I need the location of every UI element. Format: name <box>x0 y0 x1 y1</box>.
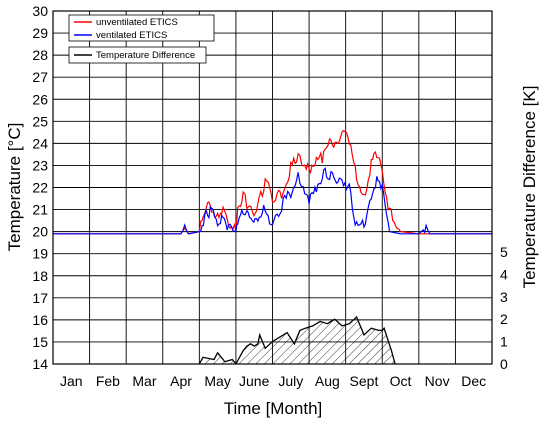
y-tick-label: 25 <box>32 113 48 129</box>
y2-tick-label: 0 <box>500 356 508 372</box>
y-axis-title: Temperature [°C] <box>5 123 24 252</box>
y-tick-label: 19 <box>32 246 48 262</box>
x-tick-label: July <box>278 373 303 389</box>
legend-box-bottom <box>68 46 207 64</box>
legend-label-unventilated: unventilated ETICS <box>96 17 178 28</box>
y2-tick-label: 4 <box>500 266 508 282</box>
y-tick-label: 15 <box>32 334 48 350</box>
y-tick-label: 14 <box>32 356 48 372</box>
x-tick-label: Sept <box>350 373 379 389</box>
legend-box-top <box>68 14 215 42</box>
y-tick-label: 26 <box>32 91 48 107</box>
x-axis-ticks: Jan Feb Mar Apr May June July Aug Sept Oct Nov Dec <box>60 373 486 389</box>
y-tick-label: 20 <box>32 224 48 240</box>
x-tick-label: Oct <box>390 373 412 389</box>
y-tick-label: 30 <box>32 3 48 19</box>
y-tick-label: 22 <box>32 180 48 196</box>
y2-tick-label: 2 <box>500 311 508 327</box>
x-axis-title: Time [Month] <box>224 399 323 418</box>
legend: unventilated ETICS ventilated ETICS Temp… <box>68 14 215 64</box>
grid <box>53 10 492 365</box>
y-tick-label: 28 <box>32 47 48 63</box>
series-line-temperature-difference <box>198 315 396 366</box>
left-axis-ticks: 14 15 16 17 18 19 20 21 22 23 24 25 26 27 28 29 30 <box>32 3 48 372</box>
right-axis-ticks: 0 1 2 3 4 5 <box>500 244 508 372</box>
x-tick-label: Mar <box>132 373 156 389</box>
series-layer <box>53 129 492 235</box>
difference-area <box>199 317 396 364</box>
y-tick-label: 29 <box>32 25 48 41</box>
y2-tick-label: 1 <box>500 334 508 350</box>
plot-frame <box>52 10 493 365</box>
series-line-ventilated <box>53 166 492 235</box>
y2-axis-title: Temperature Difference [K] <box>520 86 539 289</box>
x-tick-label: June <box>239 373 270 389</box>
x-tick-label: Jan <box>60 373 83 389</box>
y-tick-label: 21 <box>32 202 48 218</box>
x-tick-label: May <box>204 373 230 389</box>
y2-tick-label: 3 <box>500 289 508 305</box>
x-tick-label: Nov <box>425 373 450 389</box>
y-tick-label: 16 <box>32 312 48 328</box>
y-tick-label: 27 <box>32 69 48 85</box>
y-tick-label: 17 <box>32 290 48 306</box>
y-tick-label: 18 <box>32 268 48 284</box>
x-tick-label: Dec <box>461 373 486 389</box>
difference-area-layer <box>198 315 396 366</box>
x-tick-label: Apr <box>170 373 192 389</box>
x-tick-label: Aug <box>315 373 340 389</box>
legend-label-difference: Temperature Difference <box>96 50 195 61</box>
y-tick-label: 23 <box>32 157 48 173</box>
y-tick-label: 24 <box>32 135 48 151</box>
legend-label-ventilated: ventilated ETICS <box>96 30 167 41</box>
y2-tick-label: 5 <box>500 244 508 260</box>
x-tick-label: Feb <box>96 373 120 389</box>
